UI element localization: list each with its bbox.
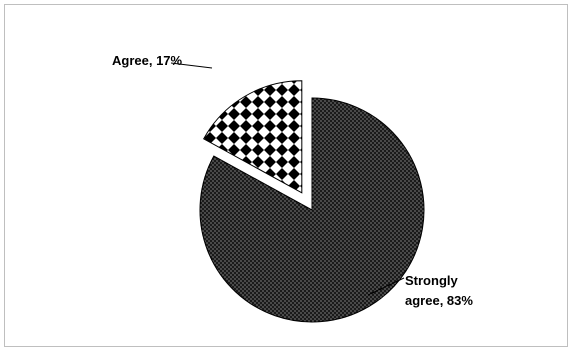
strongly-agree-label-line2: agree, 83% [405, 293, 473, 308]
agree-label: Agree, 17% [112, 53, 183, 68]
pie-slice-agree [202, 80, 303, 194]
strongly-agree-label-line1: Strongly [405, 273, 458, 288]
pie-slice-strongly-agree [199, 97, 425, 323]
strongly-agree-leader-line [367, 277, 405, 296]
agree-leader-line [170, 62, 213, 69]
